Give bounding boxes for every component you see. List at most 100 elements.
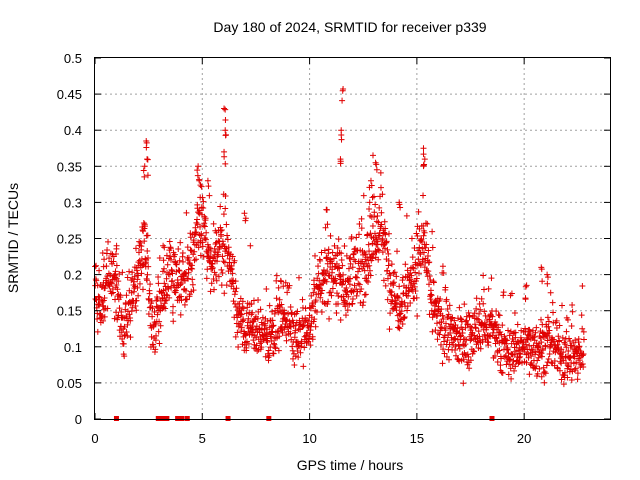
data-point: [233, 285, 240, 292]
data-point: [358, 285, 365, 292]
data-point: [461, 342, 468, 349]
data-point: [438, 306, 445, 313]
data-point: [401, 314, 408, 321]
data-point: [527, 328, 534, 335]
data-point: [119, 269, 126, 276]
data-point: [101, 256, 108, 263]
data-point: [120, 340, 127, 347]
data-point: [396, 201, 403, 208]
data-point: [190, 287, 197, 294]
data-point: [108, 280, 115, 287]
data-point: [200, 198, 207, 205]
data-point: [230, 298, 237, 305]
data-point: [544, 314, 551, 321]
data-point: [535, 348, 542, 355]
data-point: [497, 362, 504, 369]
data-point: [373, 166, 380, 173]
data-point: [563, 344, 570, 351]
data-point: [433, 320, 440, 327]
data-point: [405, 292, 412, 299]
data-point: [504, 346, 511, 353]
data-point: [100, 297, 107, 304]
data-point: [571, 367, 578, 374]
data-point: [550, 309, 557, 316]
data-point: [157, 322, 164, 329]
data-point: [356, 220, 363, 227]
data-point: [113, 245, 120, 252]
data-point: [179, 258, 186, 265]
data-point: [234, 329, 241, 336]
data-point: [382, 282, 389, 289]
data-point: [207, 288, 214, 295]
data-point: [241, 210, 248, 217]
data-point: [287, 330, 294, 337]
data-point: [258, 326, 265, 333]
data-point: [140, 167, 147, 174]
y-tick-label: 0.25: [57, 232, 82, 247]
data-point: [401, 315, 408, 322]
data-point: [144, 172, 151, 179]
data-point: [305, 338, 312, 345]
data-point: [356, 281, 363, 288]
zero-value-point: [266, 416, 272, 421]
data-point: [115, 278, 122, 285]
data-point: [414, 313, 421, 320]
data-point: [378, 221, 385, 228]
data-point: [366, 206, 373, 213]
data-point: [298, 340, 305, 347]
data-point: [218, 231, 225, 238]
data-point: [144, 156, 151, 163]
data-point: [507, 356, 514, 363]
data-point: [420, 249, 427, 256]
data-point: [139, 262, 146, 269]
data-point: [148, 333, 155, 340]
data-point: [211, 269, 218, 276]
data-point: [510, 338, 517, 345]
data-point: [199, 243, 206, 250]
data-point: [254, 315, 261, 322]
data-point: [151, 308, 158, 315]
data-point: [232, 288, 239, 295]
data-point: [576, 343, 583, 350]
data-point: [510, 330, 517, 337]
data-point: [266, 302, 273, 309]
data-point: [442, 327, 449, 334]
data-point: [318, 249, 325, 256]
data-point: [442, 284, 449, 291]
data-point: [422, 220, 429, 227]
data-point: [539, 347, 546, 354]
data-point: [544, 359, 551, 366]
data-point: [134, 276, 141, 283]
data-point: [221, 290, 228, 297]
data-point: [238, 311, 245, 318]
data-point: [185, 275, 192, 282]
data-point: [113, 262, 120, 269]
data-point: [224, 236, 231, 243]
data-point: [333, 309, 340, 316]
data-point: [503, 340, 510, 347]
data-point: [424, 220, 431, 227]
data-point: [204, 177, 211, 184]
data-point: [446, 302, 453, 309]
data-point: [251, 316, 258, 323]
data-point: [364, 231, 371, 238]
data-point: [462, 324, 469, 331]
y-tick-label: 0.15: [57, 304, 82, 319]
data-point: [478, 295, 485, 302]
data-point: [96, 267, 103, 274]
data-point: [560, 381, 567, 388]
data-point: [145, 295, 152, 302]
data-point: [155, 328, 162, 335]
data-point: [540, 364, 547, 371]
data-point: [294, 339, 301, 346]
data-point: [534, 370, 541, 377]
data-point: [324, 255, 331, 262]
data-point: [545, 356, 552, 363]
data-point: [161, 265, 168, 272]
data-point: [96, 301, 103, 308]
zero-value-point: [164, 416, 170, 421]
data-point: [369, 194, 376, 201]
data-point: [325, 298, 332, 305]
data-point: [335, 264, 342, 271]
data-point: [207, 247, 214, 254]
